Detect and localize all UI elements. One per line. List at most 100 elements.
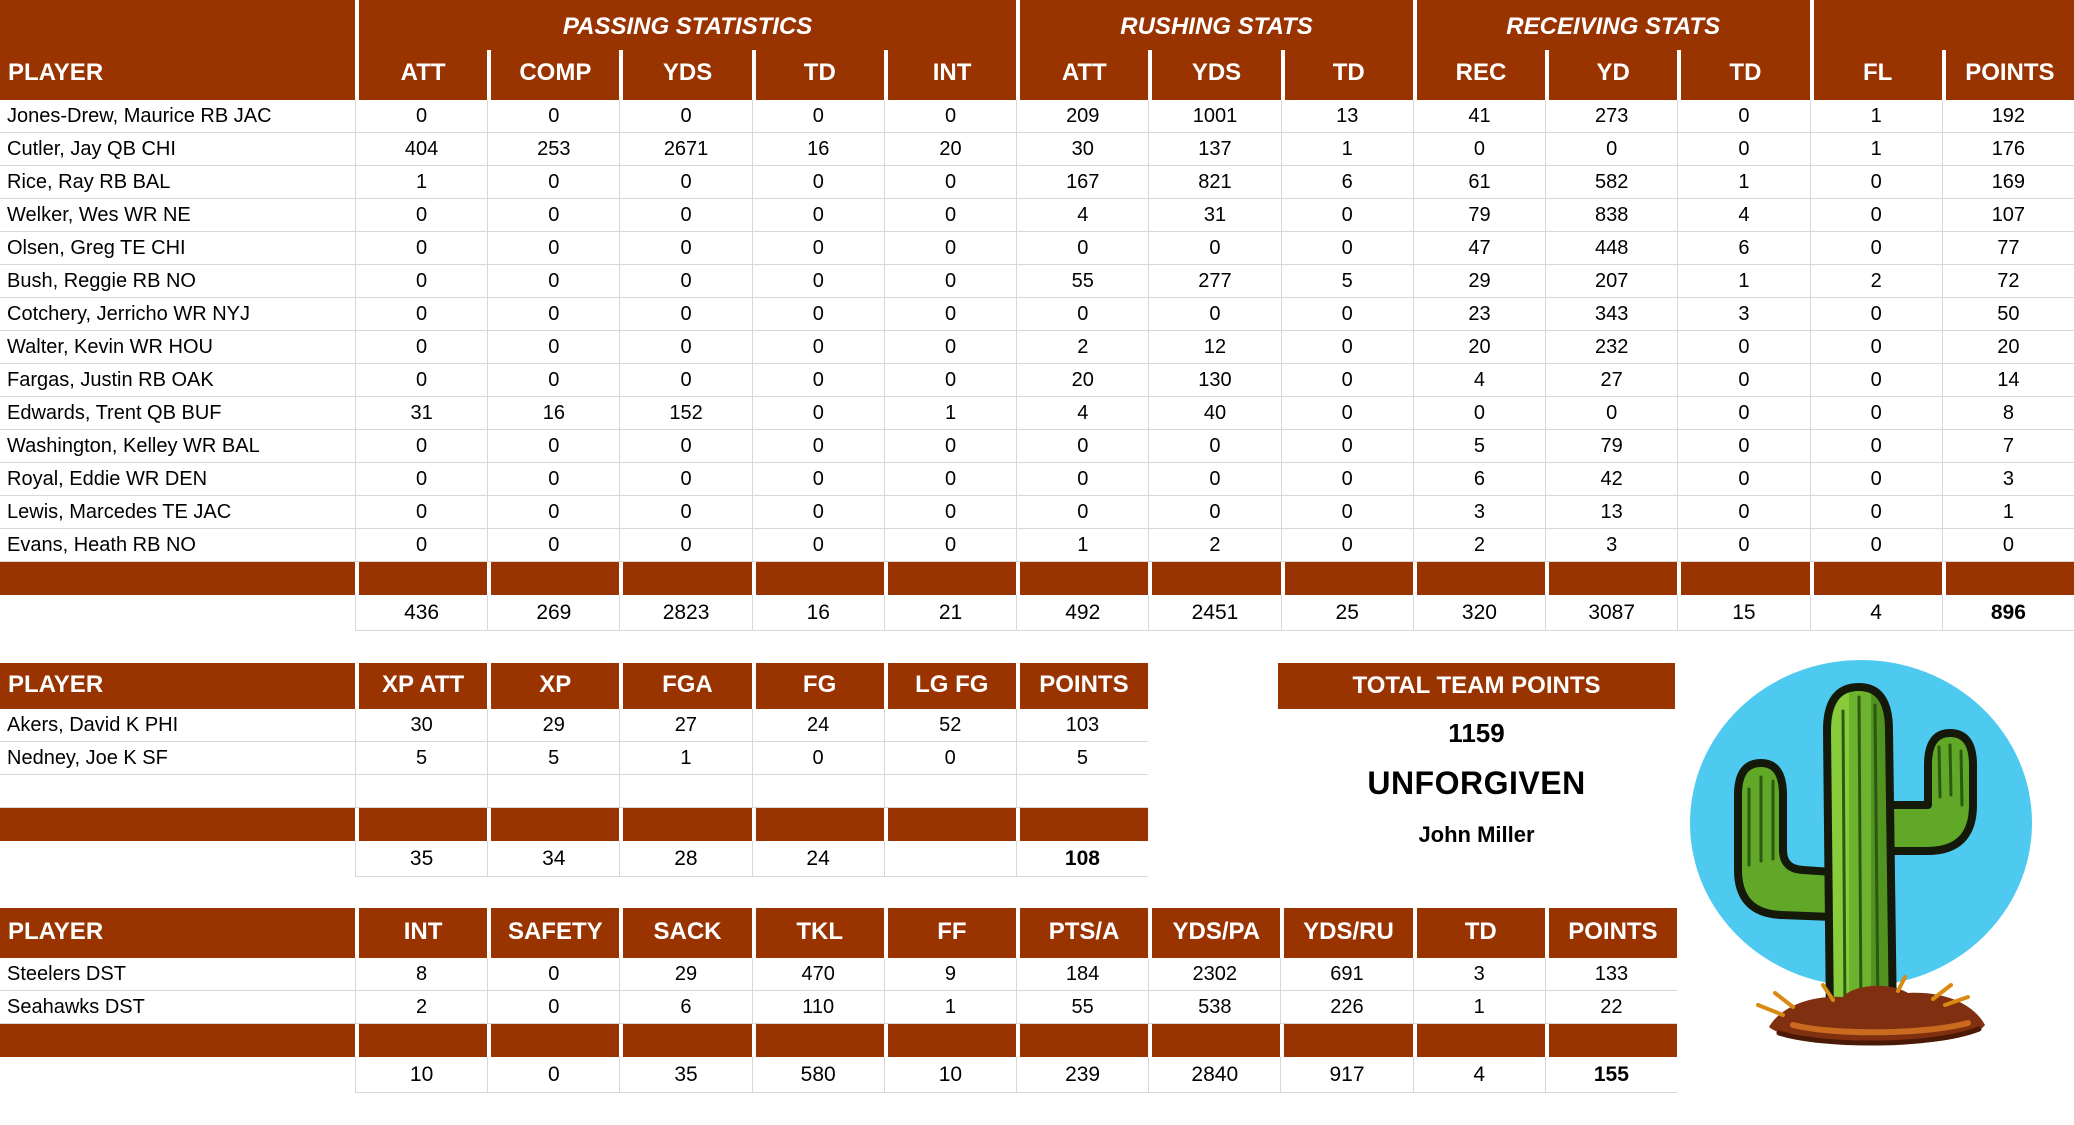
stat-value-cell: 79 (1412, 199, 1546, 232)
stat-value-cell: 0 (751, 364, 884, 397)
total-value-cell: 917 (1280, 1057, 1413, 1093)
stat-value-cell: 0 (355, 463, 488, 496)
column-header: REC (1412, 50, 1546, 100)
stat-value-cell: 3 (1677, 298, 1810, 331)
total-value-cell (0, 595, 355, 631)
cactus-icon (1690, 660, 2032, 1046)
stat-value-cell: 0 (355, 265, 488, 298)
stat-value-cell: 0 (751, 430, 884, 463)
player-name-cell: Cutler, Jay QB CHI (0, 133, 355, 166)
stat-value-cell: 5 (1015, 742, 1148, 775)
stat-value-cell: 0 (619, 100, 752, 133)
player-name-cell: Cotchery, Jerricho WR NYJ (0, 298, 355, 331)
player-name-cell: Royal, Eddie WR DEN (0, 463, 355, 496)
player-name-cell: Edwards, Trent QB BUF (0, 397, 355, 430)
stat-value-cell: 0 (1677, 430, 1810, 463)
stat-value-cell: 2 (1412, 529, 1546, 562)
total-value-cell (883, 841, 1016, 877)
stat-value-cell: 404 (355, 133, 488, 166)
stat-value-cell: 209 (1016, 100, 1149, 133)
stat-value-cell: 5 (1412, 430, 1546, 463)
stat-value-cell: 0 (751, 496, 884, 529)
stat-value-cell: 0 (355, 199, 488, 232)
stat-value-cell: 0 (1280, 496, 1413, 529)
separator-cell (751, 562, 884, 595)
player-name-cell: Seahawks DST (0, 991, 355, 1024)
stat-value-cell: 0 (1412, 397, 1546, 430)
stat-value-cell: 6 (1412, 463, 1546, 496)
stat-value-cell: 277 (1148, 265, 1281, 298)
stat-value-cell: 0 (751, 331, 884, 364)
separator-cell (355, 562, 488, 595)
stat-value-cell: 0 (1148, 430, 1281, 463)
stat-value-cell: 3 (1412, 496, 1546, 529)
total-value-cell (0, 1057, 355, 1093)
stat-value-cell: 0 (619, 529, 752, 562)
stat-value-cell: 2 (355, 991, 488, 1024)
stat-value-cell: 0 (883, 331, 1017, 364)
stat-value-cell (487, 775, 620, 808)
stat-value-cell: 0 (1412, 133, 1546, 166)
stat-value-cell: 0 (883, 166, 1017, 199)
total-value-cell: 21 (883, 595, 1017, 631)
separator-cell (619, 562, 752, 595)
total-value-cell: 155 (1544, 1057, 1677, 1093)
stat-value-cell: 6 (1677, 232, 1810, 265)
separator-cell (355, 808, 488, 841)
stat-value-cell: 184 (1015, 958, 1149, 991)
stat-value-cell: 0 (1016, 496, 1149, 529)
stat-value-cell: 226 (1280, 991, 1413, 1024)
total-value-cell: 24 (751, 841, 884, 877)
stat-value-cell: 47 (1412, 232, 1546, 265)
stat-value-cell: 0 (751, 397, 884, 430)
total-value-cell: 492 (1016, 595, 1149, 631)
stat-value-cell: 0 (355, 529, 488, 562)
defense-stats-table: PLAYER INT SAFETY SACK TKL FF PTS/A YDS/PA YDS/R… (0, 908, 1677, 1093)
column-header: PLAYER (0, 50, 355, 100)
stat-value-cell: 232 (1545, 331, 1678, 364)
stat-value-cell: 343 (1545, 298, 1678, 331)
stat-value-cell: 0 (883, 364, 1017, 397)
stat-value-cell: 0 (487, 265, 620, 298)
stat-value-cell: 31 (1148, 199, 1281, 232)
stat-value-cell: 0 (619, 298, 752, 331)
stat-value-cell (751, 775, 884, 808)
total-value-cell: 34 (487, 841, 620, 877)
total-value-cell: 2823 (619, 595, 752, 631)
separator-cell (883, 1024, 1016, 1057)
column-header: XP (487, 663, 620, 709)
stat-value-cell: 3 (1941, 463, 2074, 496)
stat-value-cell: 0 (883, 298, 1017, 331)
stat-value-cell: 0 (355, 100, 488, 133)
player-name-cell: Steelers DST (0, 958, 355, 991)
separator-cell (1545, 562, 1678, 595)
total-value-cell: 4 (1809, 595, 1942, 631)
stat-value-cell (619, 775, 752, 808)
column-header: FGA (619, 663, 752, 709)
stat-value-cell: 0 (487, 529, 620, 562)
stat-value-cell: 2 (1016, 331, 1149, 364)
column-header: INT (883, 50, 1017, 100)
stat-value-cell: 12 (1148, 331, 1281, 364)
column-header: XP ATT (355, 663, 488, 709)
separator-cell (1015, 808, 1148, 841)
total-value-cell: 436 (355, 595, 488, 631)
total-value-cell: 25 (1280, 595, 1413, 631)
column-header: FL (1809, 50, 1942, 100)
player-name-cell: Akers, David K PHI (0, 709, 355, 742)
column-header: TD (1412, 908, 1545, 958)
stat-value-cell: 14 (1941, 364, 2074, 397)
stat-value-cell: 1 (883, 991, 1016, 1024)
stat-value-cell: 470 (751, 958, 884, 991)
stat-value-cell: 0 (1677, 133, 1810, 166)
separator-cell (0, 1024, 355, 1057)
stat-value-cell: 253 (487, 133, 620, 166)
column-header: SAFETY (487, 908, 620, 958)
stat-value-cell: 0 (355, 430, 488, 463)
total-value-cell: 35 (619, 1057, 752, 1093)
stat-value-cell: 55 (1015, 991, 1149, 1024)
stat-value-cell: 538 (1148, 991, 1281, 1024)
separator-cell (0, 562, 355, 595)
column-header: TD (1280, 50, 1413, 100)
stat-value-cell: 130 (1148, 364, 1281, 397)
